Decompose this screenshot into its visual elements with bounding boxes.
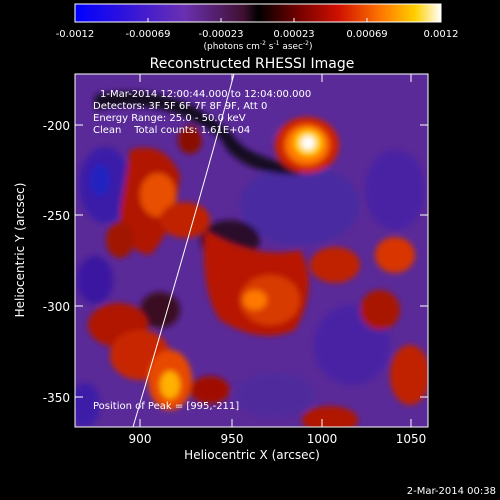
- plot-title: Reconstructed RHESSI Image: [150, 56, 355, 72]
- y-tick-label: -300: [43, 300, 70, 314]
- y-axis-label: Heliocentric Y (arcsec): [13, 183, 27, 318]
- colorbar-tick-label: -0.00069: [126, 29, 171, 40]
- colorbar: [74, 3, 442, 23]
- x-tick-label: 950: [221, 432, 244, 446]
- colorbar-tick-label: 0.00023: [273, 29, 314, 40]
- info-clean-counts: Clean Total counts: 1.61E+04: [93, 125, 250, 136]
- x-axis-label: Heliocentric X (arcsec): [184, 448, 320, 462]
- y-tick-label: -200: [43, 119, 70, 133]
- colorbar-unit-label: (photons cm-2 s-1 asec-2): [203, 40, 312, 52]
- colorbar-ticks: [74, 18, 442, 22]
- info-energy-range: Energy Range: 25.0 - 50.0 keV: [93, 113, 246, 124]
- x-tick-label: 900: [129, 432, 152, 446]
- y-tick-label: -350: [43, 391, 70, 405]
- y-tick-label: -250: [43, 209, 70, 223]
- colorbar-tick-label: 0.00069: [346, 29, 387, 40]
- info-detectors: Detectors: 3F 5F 6F 7F 8F 9F, Att 0: [93, 101, 267, 112]
- x-tick-label: 1050: [396, 432, 427, 446]
- solar-limb-line: [132, 74, 235, 427]
- colorbar-tick-label: -0.00023: [199, 29, 244, 40]
- rhessi-image: [75, 74, 428, 427]
- colorbar-tick-label: 0.0012: [424, 29, 459, 40]
- axis-ticks: [75, 74, 428, 427]
- info-peak-position: Position of Peak = [995,-211]: [93, 401, 239, 412]
- footer-timestamp: 2-Mar-2014 00:38: [407, 486, 496, 497]
- colorbar-tick-label: -0.0012: [56, 29, 95, 40]
- x-tick-label: 1000: [307, 432, 338, 446]
- info-time-range: 1-Mar-2014 12:00:44.000 to 12:04:00.000: [100, 89, 311, 100]
- plot-frame: [74, 73, 429, 428]
